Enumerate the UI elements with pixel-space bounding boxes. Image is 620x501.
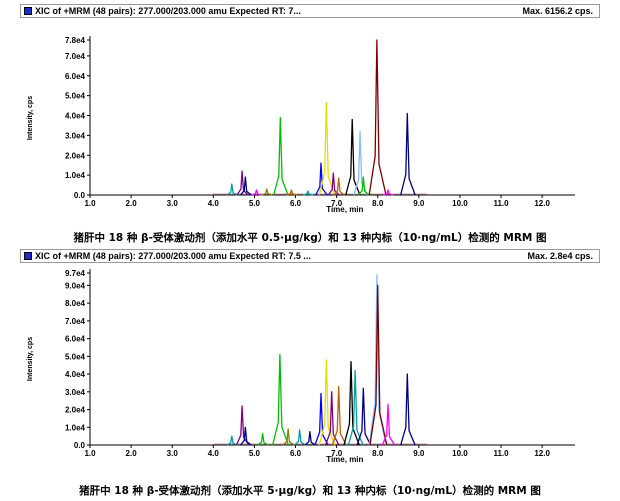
xic-header-text: XIC of +MRM (48 pairs): 277.000/203.000 … — [35, 6, 301, 16]
x-axis-label: Time, min — [326, 205, 363, 214]
chromatogram-peak — [345, 118, 361, 196]
chromatogram-peak — [333, 177, 345, 196]
x-tick-label: 11.0 — [493, 449, 509, 458]
chromatogram-peak — [239, 176, 252, 196]
y-tick-label: 9.0e4 — [65, 281, 86, 290]
chromatogram-peak — [272, 353, 290, 446]
chromatogram-peak — [368, 39, 387, 196]
chromatogram-peak — [261, 188, 273, 196]
x-tick-label: 4.0 — [208, 449, 220, 458]
y-tick-label: 6.0e4 — [65, 72, 86, 81]
y-tick-label: 5.0e4 — [65, 92, 86, 101]
y-axis-label: Intensity, cps — [27, 96, 34, 140]
x-tick-label: 4.0 — [208, 199, 220, 208]
x-tick-label: 11.0 — [493, 199, 509, 208]
y-tick-label: 7.0e4 — [65, 52, 86, 61]
chromatogram-peak — [356, 387, 372, 446]
chart-header-2: XIC of +MRM (48 pairs): 277.000/203.000 … — [20, 249, 600, 263]
x-tick-label: 10.0 — [452, 449, 468, 458]
chromatogram-peak — [314, 392, 329, 446]
y-tick-label: 7.8e4 — [65, 36, 86, 45]
max-intensity-text: Max. 6156.2 cps. — [522, 6, 593, 16]
y-tick-label: 8.0e4 — [65, 299, 86, 308]
x-tick-label: 1.0 — [84, 449, 96, 458]
x-tick-label: 3.0 — [167, 449, 179, 458]
chromatogram-peak — [226, 183, 238, 196]
x-tick-label: 12.0 — [534, 449, 550, 458]
y-tick-label: 4.0e4 — [65, 370, 86, 379]
x-axis-label: Time, min — [326, 455, 363, 464]
chromatogram-peak — [383, 189, 394, 196]
chromatogram-plot-1: 0.0 1.0e4 2.0e4 3.0e4 4.0e4 5.0e4 6.0e4 7.0e4 7.… — [27, 36, 575, 214]
y-tick-label: 3.0e4 — [65, 388, 86, 397]
chromatogram-peak — [318, 101, 336, 196]
chromatogram-peak — [226, 435, 238, 446]
chromatogram-peak — [381, 403, 396, 446]
chromatogram-peak — [282, 428, 295, 446]
y-tick-label: 1.0e4 — [65, 171, 86, 180]
x-tick-label: 5.0 — [249, 449, 261, 458]
legend-square-icon — [24, 252, 32, 260]
x-tick-label: 7.0 — [331, 449, 343, 458]
chromatogram-peak — [343, 361, 360, 446]
figure-caption-2: 猪肝中 18 种 β-受体激动剂（添加水平 5·μg/kg）和 13 种内标（1… — [79, 485, 541, 497]
x-tick-label: 5.0 — [249, 199, 261, 208]
chromatogram-peak — [251, 189, 262, 196]
chromatogram-peak — [286, 189, 297, 196]
x-tick-label: 2.0 — [126, 199, 138, 208]
chromatogram-peak — [400, 373, 416, 446]
legend-square-icon — [24, 7, 32, 15]
x-tick-label: 9.0 — [413, 199, 425, 208]
chart-header-1: XIC of +MRM (48 pairs): 277.000/203.000 … — [20, 4, 600, 18]
x-tick-label: 6.0 — [290, 199, 302, 208]
chromatogram-peak — [235, 405, 250, 446]
x-tick-label: 7.0 — [331, 199, 343, 208]
chromatogram-plot-2: 0.0 1.0e4 2.0e4 3.0e4 4.0e4 5.0e4 6.0e4 7.0e4 8.… — [27, 269, 575, 464]
chromatogram-peak — [331, 385, 347, 446]
chromatogram-peak — [318, 359, 336, 446]
y-tick-label: 7.0e4 — [65, 317, 86, 326]
chromatogram-peak — [303, 190, 314, 196]
x-tick-label: 1.0 — [84, 199, 96, 208]
y-tick-label: 1.0e4 — [65, 423, 86, 432]
chromatogram-peak — [257, 432, 269, 446]
chromatogram-peak — [347, 369, 364, 446]
chromatogram-panel-1: XIC of +MRM (48 pairs): 277.000/203.000 … — [20, 4, 600, 222]
y-tick-label: 2.0e4 — [65, 151, 86, 160]
y-tick-label: 2.0e4 — [65, 406, 86, 415]
y-tick-label: 9.7e4 — [65, 269, 86, 278]
x-tick-label: 8.0 — [372, 199, 384, 208]
y-tick-label: 0.0 — [74, 441, 86, 450]
chromatogram-peak — [273, 116, 289, 196]
y-tick-label: 5.0e4 — [65, 352, 86, 361]
x-tick-label: 3.0 — [167, 199, 179, 208]
x-tick-label: 2.0 — [126, 449, 138, 458]
chromatogram-peak — [369, 284, 388, 446]
chromatogram-peak — [304, 431, 316, 446]
max-intensity-text: Max. 2.8e4 cps. — [527, 251, 593, 261]
chromatogram-peak — [236, 170, 249, 196]
y-tick-label: 0.0 — [74, 191, 86, 200]
chromatogram-peak — [357, 176, 370, 196]
y-tick-label: 6.0e4 — [65, 335, 86, 344]
x-tick-label: 12.0 — [534, 199, 550, 208]
y-axis-label: Intensity, cps — [27, 337, 34, 381]
x-tick-label: 9.0 — [413, 449, 425, 458]
y-tick-label: 3.0e4 — [65, 131, 86, 140]
xic-header-text: XIC of +MRM (48 pairs): 277.000/203.000 … — [35, 251, 311, 261]
x-tick-label: 6.0 — [290, 449, 302, 458]
chromatogram-peak — [400, 112, 416, 196]
x-tick-label: 8.0 — [372, 449, 384, 458]
chromatogram-peak — [294, 429, 306, 446]
y-tick-label: 4.0e4 — [65, 112, 86, 121]
chromatogram-panel-2: XIC of +MRM (48 pairs): 277.000/203.000 … — [20, 249, 600, 471]
figure-caption-1: 猪肝中 18 种 β-受体激动剂（添加水平 0.5·μg/kg）和 13 种内标… — [73, 232, 547, 244]
chromatogram-peak — [315, 162, 328, 196]
chromatogram-peak — [239, 426, 252, 446]
x-tick-label: 10.0 — [452, 199, 468, 208]
